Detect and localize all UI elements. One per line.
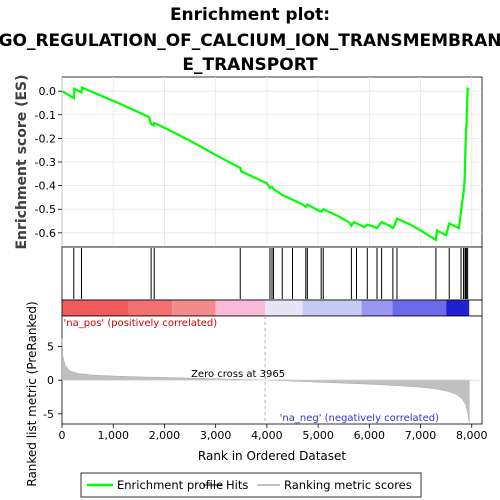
legend-label-hits: Hits bbox=[226, 478, 248, 492]
es-y-axis-label: Enrichment score (ES) bbox=[14, 74, 30, 249]
es-tick-label: -0.1 bbox=[35, 109, 56, 122]
metric-y-axis-ticks: 5 0 -5 bbox=[43, 340, 62, 421]
es-tick-label: 0.0 bbox=[39, 85, 57, 98]
x-tick-label: 4,000 bbox=[251, 429, 283, 442]
metric-tick-label: 0 bbox=[47, 374, 54, 387]
x-axis-ticks: 0 1,000 2,000 3,000 4,000 5,000 6,000 7,000 8,00… bbox=[59, 424, 488, 442]
legend-label-enrichment: Enrichment profile bbox=[117, 478, 223, 492]
positive-correlated-label: 'na_pos' (positively correlated) bbox=[64, 318, 218, 329]
zero-cross-label: Zero cross at 3965 bbox=[191, 369, 285, 380]
title-line-3: E_TRANSPORT bbox=[182, 55, 318, 75]
chart-title: Enrichment plot: GO_REGULATION_OF_CALCIU… bbox=[0, 5, 500, 75]
enrichment-profile-line bbox=[61, 86, 470, 242]
x-tick-label: 7,000 bbox=[405, 429, 437, 442]
color-bar-segment bbox=[361, 300, 393, 316]
color-bar-segment bbox=[265, 300, 303, 316]
color-bar-segment bbox=[302, 300, 362, 316]
metric-y-axis-label: Ranked list metric (PreRanked) bbox=[25, 301, 39, 486]
color-bar-segment bbox=[446, 300, 470, 316]
x-tick-label: 1,000 bbox=[97, 429, 129, 442]
title-line-1: Enrichment plot: bbox=[170, 5, 330, 25]
legend-label-ranking: Ranking metric scores bbox=[284, 478, 412, 492]
metric-panel-frame bbox=[61, 315, 483, 425]
es-tick-label: -0.6 bbox=[35, 227, 56, 240]
es-gridlines bbox=[61, 77, 482, 247]
hit-markers bbox=[73, 248, 469, 299]
negative-correlated-label: 'na_neg' (negatively correlated) bbox=[280, 413, 439, 424]
x-tick-label: 0 bbox=[59, 429, 66, 442]
x-tick-label: 5,000 bbox=[302, 429, 334, 442]
color-bar-segment bbox=[128, 300, 173, 316]
es-y-axis-ticks: 0.0 -0.1 -0.2 -0.3 -0.4 -0.5 -0.6 bbox=[35, 85, 62, 240]
color-bar-segment bbox=[172, 300, 216, 316]
color-bar-segment bbox=[62, 300, 129, 316]
es-tick-label: -0.4 bbox=[35, 180, 56, 193]
title-line-2: GO_REGULATION_OF_CALCIUM_ION_TRANSMEMBRA… bbox=[0, 31, 500, 51]
color-bar-segment bbox=[215, 300, 266, 316]
es-tick-label: -0.5 bbox=[35, 203, 56, 216]
x-tick-label: 3,000 bbox=[200, 429, 232, 442]
x-tick-label: 6,000 bbox=[354, 429, 386, 442]
es-tick-label: -0.3 bbox=[35, 156, 56, 169]
ranking-color-bar bbox=[62, 300, 470, 316]
x-tick-label: 2,000 bbox=[149, 429, 181, 442]
es-tick-label: -0.2 bbox=[35, 132, 56, 145]
x-tick-label: 8,000 bbox=[456, 429, 488, 442]
legend-box bbox=[80, 472, 422, 498]
metric-tick-label: -5 bbox=[43, 408, 54, 421]
metric-tick-label: 5 bbox=[47, 340, 54, 353]
color-bar-segment bbox=[392, 300, 447, 316]
legend: Enrichment profile Hits Ranking metric s… bbox=[80, 472, 422, 498]
x-axis-label: Rank in Ordered Dataset bbox=[198, 449, 346, 463]
